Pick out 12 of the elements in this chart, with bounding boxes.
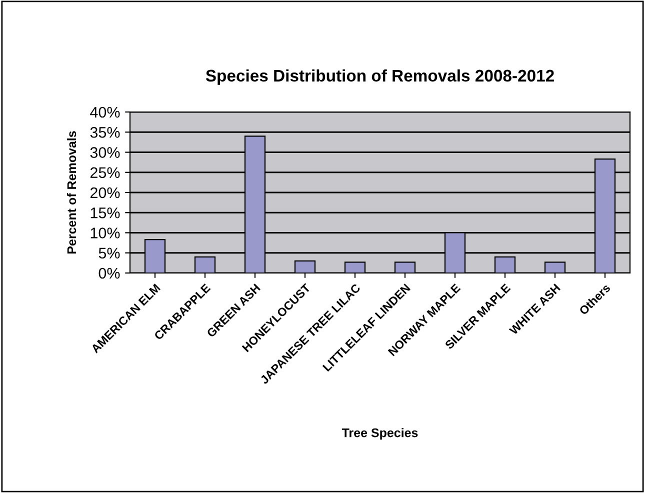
y-tick-label: 35% <box>90 126 120 138</box>
y-axis-title: Percent of Removals <box>66 131 76 254</box>
y-tick-label: 10% <box>90 228 120 238</box>
y-tick-label: 25% <box>90 167 120 178</box>
chart-title: Species Distribution of Removals 2008-2012 <box>206 69 554 85</box>
x-axis-title: Tree Species <box>342 428 418 440</box>
y-tick-label: 20% <box>90 187 120 198</box>
y-tick-label: 30% <box>90 147 120 158</box>
y-tick-label: 40% <box>90 106 120 118</box>
y-tick-label: 15% <box>90 208 120 218</box>
y-tick-label: 5% <box>98 248 120 259</box>
y-tick-label: 0% <box>98 268 120 279</box>
